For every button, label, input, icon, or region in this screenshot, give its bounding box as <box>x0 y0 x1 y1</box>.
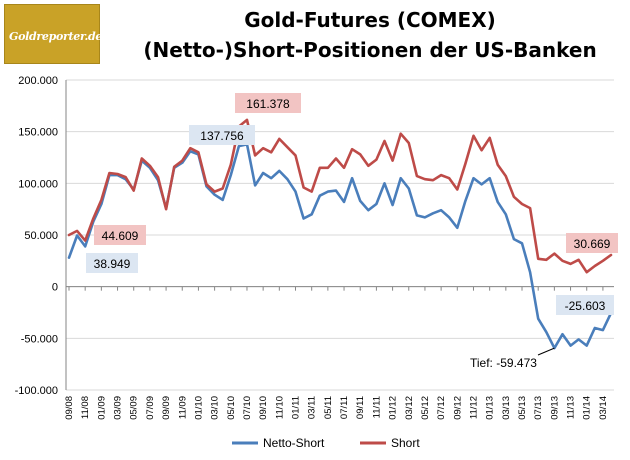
x-tick-label: 09/08 <box>64 396 75 420</box>
x-tick-label: 01/11 <box>291 396 302 419</box>
annotation-box <box>94 225 146 245</box>
annotation-box <box>189 125 255 145</box>
y-tick-label: 100.000 <box>18 178 58 190</box>
y-tick-label: -50.000 <box>21 333 58 345</box>
y-tick-label: 200.000 <box>18 75 58 87</box>
annotation-label: 30.669 <box>574 237 611 251</box>
x-tick-label: 11/10 <box>274 396 285 419</box>
x-tick-label: 05/13 <box>517 396 528 420</box>
x-tick-label: 01/14 <box>582 396 593 420</box>
x-tick-label: 05/11 <box>323 396 334 419</box>
annotation-label: 38.949 <box>94 257 131 271</box>
x-tick-label: 01/10 <box>193 396 204 420</box>
annotation-box <box>86 253 138 273</box>
x-tick-label: 03/12 <box>404 396 415 420</box>
chart-subtitle: (Netto-)Short-Positionen der US-Banken <box>143 38 597 62</box>
annotation-box <box>566 233 618 253</box>
x-tick-label: 11/09 <box>177 396 188 419</box>
legend-entry: Netto-Short <box>263 436 325 450</box>
x-tick-label: 05/12 <box>420 396 431 420</box>
x-tick-label: 03/10 <box>210 396 221 420</box>
x-tick-label: 07/09 <box>145 396 156 420</box>
x-tick-label: 09/10 <box>258 396 269 420</box>
x-tick-label: 11/11 <box>371 396 382 418</box>
x-tick-label: 01/13 <box>485 396 496 420</box>
x-tick-label: 09/09 <box>161 396 172 420</box>
annotation-low-label: Tief: -59.473 <box>470 356 537 370</box>
x-tick-label: 03/14 <box>598 396 609 420</box>
x-tick-label: 01/09 <box>96 396 107 420</box>
x-tick-label: 09/12 <box>452 396 463 420</box>
x-tick-label: 11/13 <box>566 396 577 419</box>
annotation-leader-line <box>537 347 555 356</box>
legend-entry: Short <box>391 436 420 450</box>
series-line-short <box>67 118 613 274</box>
x-tick-label: 03/13 <box>501 396 512 420</box>
chart-title: Gold-Futures (COMEX) <box>244 8 496 32</box>
goldreporter-logo: Goldreporter.de <box>4 4 103 64</box>
x-tick-label: 05/10 <box>226 396 237 420</box>
y-tick-label: 50.000 <box>24 230 58 242</box>
series-line-netto-short <box>67 143 613 350</box>
x-tick-label: 07/10 <box>242 396 253 420</box>
x-tick-label: 03/11 <box>307 396 318 419</box>
x-tick-label: 09/11 <box>355 396 366 419</box>
y-tick-label: 0 <box>52 282 58 294</box>
x-tick-label: 01/12 <box>388 396 399 420</box>
annotation-label: 44.609 <box>102 229 139 243</box>
x-tick-label: 05/09 <box>129 396 140 420</box>
logo-text: Goldreporter.de <box>9 30 103 43</box>
y-tick-label: -100.000 <box>15 385 58 397</box>
annotation-label: 161.378 <box>246 97 290 111</box>
x-tick-label: 07/12 <box>436 396 447 420</box>
annotation-label: 137.756 <box>200 129 244 143</box>
y-tick-label: 150.000 <box>18 127 58 139</box>
x-tick-label: 11/12 <box>468 396 479 419</box>
x-tick-label: 09/13 <box>549 396 560 420</box>
annotation-label: -25.603 <box>565 299 606 313</box>
x-tick-label: 03/09 <box>113 396 124 420</box>
annotation-box <box>556 295 614 315</box>
x-tick-label: 07/13 <box>533 396 544 420</box>
x-tick-label: 07/11 <box>339 396 350 419</box>
x-tick-label: 11/08 <box>80 396 91 419</box>
annotation-box <box>235 93 301 113</box>
